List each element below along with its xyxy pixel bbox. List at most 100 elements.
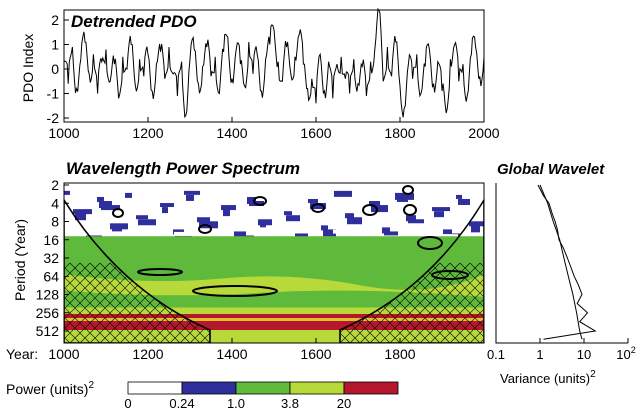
hatch-line (560, 263, 640, 343)
wavelet-xlabel-prefix: Year: (6, 346, 38, 362)
hatch-line (630, 263, 640, 343)
wavelet-blue-patch (197, 217, 210, 223)
global-x-tick-sup: 2 (631, 345, 636, 355)
wavelet-ylabel: Period (Year) (12, 219, 28, 301)
hatch-line (439, 262, 484, 343)
wavelet-y-tick-label: 64 (43, 268, 59, 284)
pdo-series-line (63, 7, 485, 119)
wavelet-blue-patch (284, 211, 292, 216)
hatch-line (570, 263, 640, 343)
hatch-line (64, 262, 131, 343)
global-axis-frame (495, 183, 628, 344)
wavelet-green-inner (64, 290, 484, 308)
hatch-line (429, 262, 484, 343)
hatch-line (89, 262, 171, 343)
wavelet-blue-patch (395, 192, 414, 200)
wavelet-blue-patch (406, 215, 416, 222)
cone-of-influence (64, 198, 484, 343)
wavelet-blue-patch (384, 231, 398, 236)
colorbar-swatch (181, 381, 237, 395)
wavelet-blue-patch (223, 209, 230, 217)
hatch-line (600, 263, 640, 343)
wavelet-y-tick-label: 8 (51, 214, 59, 230)
pdo-y-tick-label: 0 (51, 61, 59, 77)
colorbar-swatch (235, 381, 291, 395)
pdo-panel: Detrended PDO PDO Index -2 -1 0 1 2 1000 1200… (20, 7, 500, 141)
hatch-line (449, 262, 484, 343)
hatch-line (479, 262, 484, 343)
hatch-line (64, 262, 91, 343)
hatch-line (530, 263, 610, 343)
wavelet-plot-frame (63, 182, 485, 344)
hatch-line (520, 263, 600, 343)
global-xlabel: Variance (units)2 (500, 369, 596, 386)
global-x-ticks: 0.1 1 10 102 (487, 338, 636, 362)
pdo-y-tick-label: 1 (51, 37, 59, 53)
colorbar-tick-label: 20 (337, 396, 351, 411)
colorbar-swatch (127, 381, 183, 395)
hatch-line (610, 263, 640, 343)
wavelet-blue-patch (382, 227, 390, 234)
wavelet-blue-patch (186, 194, 194, 201)
wavelet-blue-patch (160, 203, 174, 208)
wavelet-white-patch (443, 234, 458, 239)
hatch-line (64, 262, 81, 343)
wavelet-white-patch (64, 227, 74, 232)
global-x-tick-label: 102 (616, 345, 635, 362)
hatch-line (449, 262, 484, 343)
wavelet-white-patch (182, 231, 200, 236)
wavelet-blue-patch (75, 213, 86, 221)
wavelet-blue-patch (408, 219, 424, 224)
wavelet-blue-patch (99, 201, 112, 209)
colorbar-tick-label: 0 (124, 396, 131, 411)
wavelet-y-tick-label: 2 (51, 177, 59, 193)
wavelet-x-tick-label: 1000 (48, 346, 79, 362)
wavelet-blue-patch (443, 229, 452, 237)
hatch-line (459, 262, 484, 343)
hatch-line (610, 263, 640, 343)
hatch-line (620, 263, 640, 343)
hatch-line (64, 262, 101, 343)
wavelet-blue-patch (308, 198, 318, 203)
pdo-y-ticks: -2 -1 0 1 2 (47, 12, 69, 126)
wavelet-blue-patch (286, 215, 300, 222)
wavelet-blue-patch (323, 229, 336, 237)
hatch-line (79, 262, 161, 343)
hatch-line (64, 262, 121, 343)
wavelet-blue-patch (234, 231, 246, 238)
colorbar-swatch (289, 381, 345, 395)
wavelet-blue-patch (64, 190, 70, 195)
wavelet-blue-patch (371, 205, 388, 213)
wavelet-blue-patch (347, 217, 362, 225)
wavelet-blue-patch (432, 207, 450, 212)
wavelet-blue-patch (110, 223, 128, 230)
hatch-line (69, 262, 151, 343)
pdo-x-tick-label: 1000 (48, 125, 79, 141)
colorbar: Power (units)2 0 0.24 1.0 3.8 20 (6, 380, 399, 411)
pdo-x-tick-label: 2000 (468, 125, 499, 141)
wavelet-x-ticks: 1000 1200 1400 1600 1800 (48, 338, 416, 362)
wavelet-blue-patch (310, 203, 326, 210)
wavelet-blue-patch (173, 229, 184, 235)
hatch-line (520, 263, 600, 343)
hatch-line (550, 263, 630, 343)
hatch-line (64, 262, 101, 343)
pdo-x-tick-label: 1400 (216, 125, 247, 141)
hatch-line (560, 263, 640, 343)
hatch-line (590, 263, 640, 343)
hatch-line (0, 263, 10, 343)
wavelet-heatmap (0, 183, 640, 343)
wavelet-white-patch (341, 229, 353, 234)
hatch-line (550, 263, 630, 343)
wavelet-blue-patch (345, 213, 354, 219)
hatch-line (570, 263, 640, 343)
colorbar-tick-label: 3.8 (281, 396, 299, 411)
wavelet-blue-patch (321, 225, 328, 231)
wavelet-x-tick-label: 1600 (300, 346, 331, 362)
global-x-tick-label: 0.1 (487, 347, 505, 362)
wavelet-x-tick-label: 1200 (132, 346, 163, 362)
wavelet-white-patch (80, 227, 95, 232)
hatch-line (64, 262, 91, 343)
wavelet-white-patch (333, 229, 347, 234)
wavelet-blue-patch (334, 190, 352, 197)
